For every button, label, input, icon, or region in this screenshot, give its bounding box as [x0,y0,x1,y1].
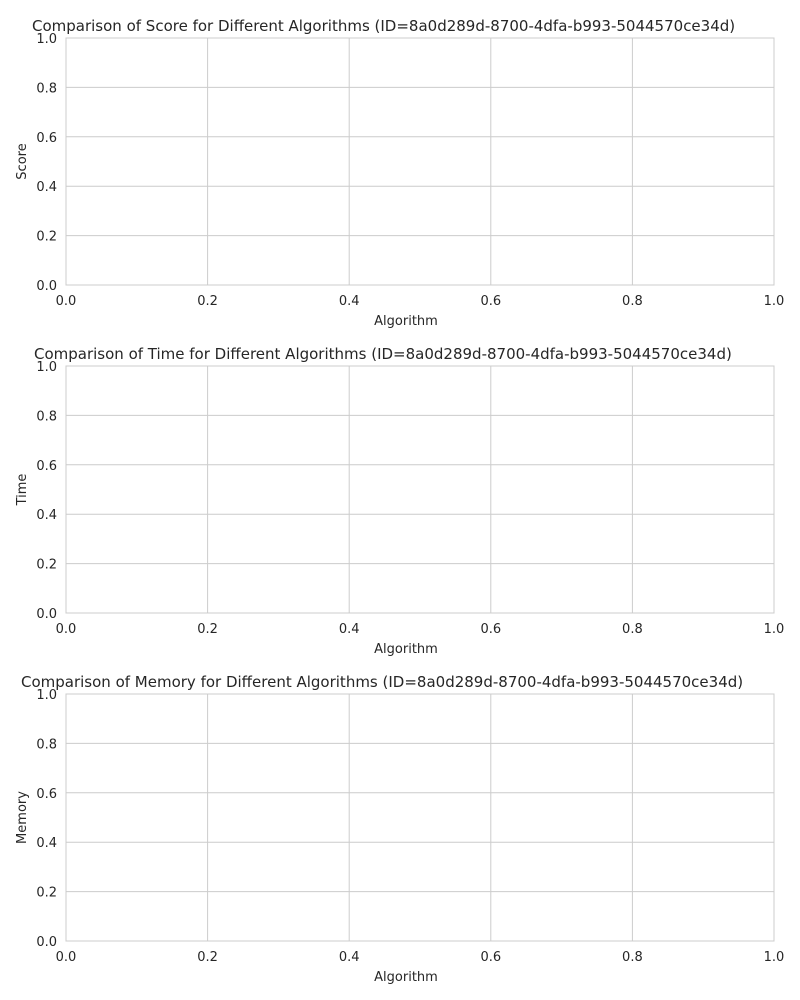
x-tick-label: 0.6 [480,294,501,309]
x-tick-label: 0.2 [197,294,218,309]
chart-title: Comparison of Memory for Different Algor… [21,673,743,691]
y-tick-label: 0.4 [36,508,57,523]
y-tick-label: 0.8 [36,409,57,424]
x-tick-label: 0.2 [197,622,218,637]
chart-panel-3: 0.0 0.2 0.4 0.6 0.8 1.0 0.0 0.2 0.4 0.6 0.8 1.0 Algo… [15,673,784,985]
y-tick-label: 0.0 [36,935,57,950]
y-tick-label: 0.4 [36,180,57,195]
chart-title: Comparison of Score for Different Algori… [32,17,735,35]
x-tick-label: 0.4 [339,622,360,637]
x-axis-label: Algorithm [374,642,438,657]
y-tick-label: 0.8 [36,81,57,96]
x-tick-label: 0.8 [622,950,643,965]
x-tick-label: 0.0 [56,294,77,309]
y-axis-label: Time [15,474,30,507]
y-tick-label: 0.0 [36,607,57,622]
y-tick-label: 0.2 [36,558,57,573]
plot-area-frame [65,365,775,614]
x-tick-label: 0.8 [622,622,643,637]
x-tick-label: 0.8 [622,294,643,309]
chart-panel-2: 0.0 0.2 0.4 0.6 0.8 1.0 0.0 0.2 0.4 0.6 0.8 1.0 Algo… [15,345,784,657]
x-tick-label: 0.6 [480,622,501,637]
chart-title: Comparison of Time for Different Algorit… [34,345,732,363]
y-axis-label: Memory [15,791,30,844]
y-tick-label: 0.2 [36,886,57,901]
y-tick-label: 0.4 [36,836,57,851]
y-tick-label: 0.8 [36,737,57,752]
x-tick-label: 1.0 [764,622,785,637]
x-tick-label: 0.6 [480,950,501,965]
x-tick-label: 0.4 [339,950,360,965]
y-tick-label: 1.0 [36,688,57,703]
x-axis-label: Algorithm [374,970,438,985]
y-tick-label: 0.6 [36,787,57,802]
y-tick-label: 0.2 [36,230,57,245]
y-tick-label: 1.0 [36,360,57,375]
y-tick-label: 1.0 [36,32,57,47]
plot-area-frame [65,37,775,286]
x-tick-label: 0.0 [56,622,77,637]
x-tick-label: 0.4 [339,294,360,309]
y-tick-label: 0.6 [36,459,57,474]
y-tick-label: 0.6 [36,131,57,146]
chart-panel-1: 0.0 0.2 0.4 0.6 0.8 1.0 0.0 0.2 0.4 0.6 0.8 1.0 Algo… [15,17,784,329]
y-axis-label: Score [15,143,30,179]
x-tick-label: 1.0 [764,950,785,965]
plot-area-frame [65,693,775,942]
x-axis-label: Algorithm [374,314,438,329]
x-tick-label: 1.0 [764,294,785,309]
x-tick-label: 0.0 [56,950,77,965]
x-tick-label: 0.2 [197,950,218,965]
y-tick-label: 0.0 [36,279,57,294]
